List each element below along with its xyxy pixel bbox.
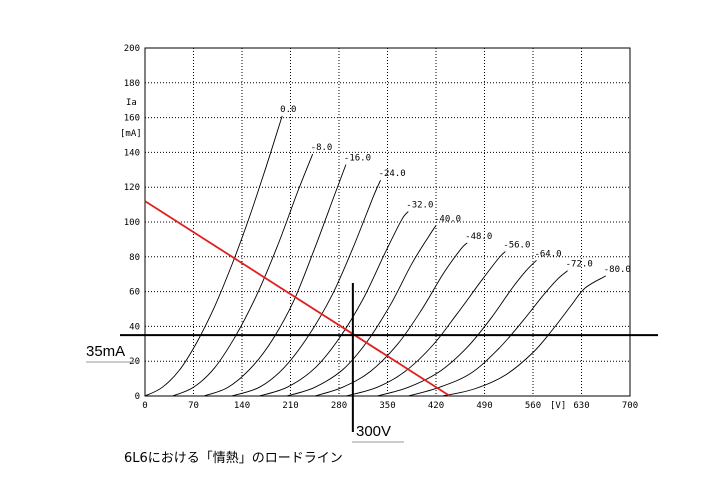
plate-curve [376, 259, 537, 397]
curve-label: -80.0 [604, 265, 631, 275]
curve-label: -64.0 [534, 249, 561, 259]
load-line-layer [144, 200, 451, 397]
operating-current-label: 35mA [86, 343, 125, 360]
curve-label: -32.0 [406, 201, 433, 211]
y-axis-label-unit: [mA] [120, 129, 142, 139]
x-tick-label: 70 [188, 401, 199, 411]
curve-label: -8.0 [311, 143, 333, 153]
load-line [144, 200, 451, 397]
x-tick-label: 560 [525, 401, 541, 411]
curve-label: -72.0 [566, 260, 593, 270]
plate-curves: 0.0 -8.0 -16.0 -24.0 -32.0-40.0 -48.0 -56.0 -64… [144, 105, 631, 397]
plate-curve [314, 242, 468, 397]
axis-ticks: 0 70 140 210 280 350 420 490 560 630 7000204060801… [124, 44, 638, 411]
y-tick-label: 180 [124, 79, 140, 89]
x-tick-label: 210 [282, 401, 298, 411]
x-tick-label: 280 [331, 401, 347, 411]
plate-curve [345, 251, 506, 397]
x-tick-label: 140 [234, 401, 250, 411]
y-axis-label-ia: Ia [126, 98, 137, 108]
y-tick-label: 200 [124, 44, 140, 54]
plate-curve [172, 153, 314, 397]
plate-curve [408, 270, 568, 397]
plate-curve [259, 211, 409, 397]
curve-label: -40.0 [434, 214, 461, 224]
chart-caption: 6L6における「情熱」のロードライン [124, 451, 343, 466]
y-tick-label: 140 [124, 148, 140, 158]
operating-voltage-label: 300V [356, 423, 391, 440]
plate-curve [286, 225, 437, 397]
grid [145, 48, 630, 396]
curve-label: -24.0 [379, 169, 406, 179]
y-tick-label: 80 [129, 253, 140, 263]
plate-curve [144, 115, 283, 397]
x-tick-label: 0 [142, 401, 147, 411]
curve-label: 0.0 [280, 105, 296, 115]
x-tick-label: 700 [622, 401, 638, 411]
x-tick-label: 420 [428, 401, 444, 411]
curve-label: -48.0 [465, 232, 492, 242]
y-tick-label: 0 [135, 392, 140, 402]
x-tick-label: 630 [573, 401, 589, 411]
y-tick-label: 120 [124, 183, 140, 193]
plate-curve [231, 180, 382, 397]
x-axis-label-unit: [V] [550, 401, 566, 411]
curve-label: -16.0 [344, 154, 371, 164]
y-tick-label: 60 [129, 288, 140, 298]
y-tick-label: 100 [124, 218, 140, 228]
x-tick-label: 490 [476, 401, 492, 411]
plot-frame [144, 47, 631, 397]
plate-curve [203, 164, 347, 397]
y-tick-label: 160 [124, 114, 140, 124]
plate-curve [442, 275, 607, 397]
operating-point-markers [120, 283, 658, 432]
y-tick-label: 40 [129, 322, 140, 332]
curve-label: -56.0 [503, 241, 530, 251]
x-tick-label: 350 [379, 401, 395, 411]
